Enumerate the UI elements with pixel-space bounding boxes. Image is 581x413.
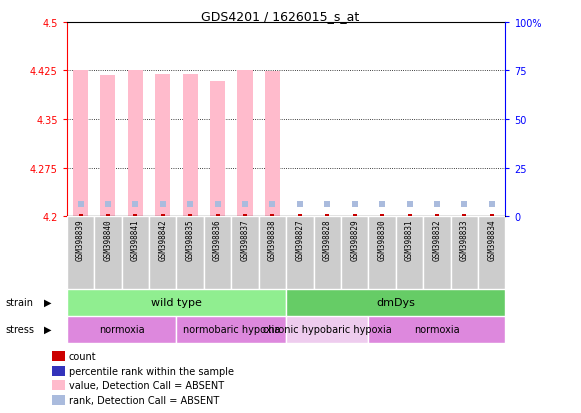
Bar xyxy=(484,216,499,217)
Bar xyxy=(347,216,362,217)
Bar xyxy=(67,217,94,289)
Text: GSM398837: GSM398837 xyxy=(241,219,249,261)
Bar xyxy=(402,216,417,217)
Bar xyxy=(368,316,505,343)
Bar xyxy=(238,71,253,217)
Bar xyxy=(177,316,286,343)
Text: GSM398841: GSM398841 xyxy=(131,219,140,261)
Bar xyxy=(67,316,177,343)
Bar xyxy=(457,216,472,217)
Bar xyxy=(204,217,231,289)
Bar xyxy=(259,217,286,289)
Bar xyxy=(67,289,286,316)
Bar xyxy=(375,216,390,217)
Bar xyxy=(292,216,307,217)
Bar xyxy=(286,316,368,343)
Text: count: count xyxy=(69,351,96,362)
Text: GSM398832: GSM398832 xyxy=(432,219,442,261)
Text: dmDys: dmDys xyxy=(376,297,415,308)
Text: GSM398827: GSM398827 xyxy=(295,219,304,261)
Bar xyxy=(423,217,451,289)
Text: GDS4201 / 1626015_s_at: GDS4201 / 1626015_s_at xyxy=(201,10,360,23)
Bar xyxy=(182,74,198,217)
Text: normoxia: normoxia xyxy=(99,324,145,335)
Text: stress: stress xyxy=(6,324,35,335)
Bar xyxy=(368,217,396,289)
Text: GSM398838: GSM398838 xyxy=(268,219,277,261)
Bar xyxy=(320,216,335,217)
Text: GSM398842: GSM398842 xyxy=(158,219,167,261)
Bar xyxy=(177,217,204,289)
Bar xyxy=(94,217,121,289)
Text: GSM398828: GSM398828 xyxy=(323,219,332,261)
Bar xyxy=(210,82,225,217)
Bar xyxy=(286,289,505,316)
Bar xyxy=(314,217,341,289)
Text: percentile rank within the sample: percentile rank within the sample xyxy=(69,366,234,376)
Bar xyxy=(396,217,423,289)
Text: normobaric hypoxia: normobaric hypoxia xyxy=(182,324,280,335)
Bar xyxy=(478,217,505,289)
Text: GSM398831: GSM398831 xyxy=(405,219,414,261)
Bar xyxy=(429,216,444,217)
Bar xyxy=(451,217,478,289)
Text: chronic hypobaric hypoxia: chronic hypobaric hypoxia xyxy=(263,324,392,335)
Bar xyxy=(286,217,314,289)
Bar xyxy=(231,217,259,289)
Text: GSM398839: GSM398839 xyxy=(76,219,85,261)
Text: normoxia: normoxia xyxy=(414,324,460,335)
Text: strain: strain xyxy=(6,297,34,308)
Text: GSM398830: GSM398830 xyxy=(378,219,386,261)
Text: ▶: ▶ xyxy=(44,297,52,308)
Text: GSM398840: GSM398840 xyxy=(103,219,113,261)
Bar xyxy=(155,74,170,217)
Bar xyxy=(128,71,143,217)
Bar xyxy=(341,217,368,289)
Bar xyxy=(101,76,116,217)
Text: GSM398836: GSM398836 xyxy=(213,219,222,261)
Text: value, Detection Call = ABSENT: value, Detection Call = ABSENT xyxy=(69,380,224,391)
Bar xyxy=(149,217,177,289)
Bar xyxy=(73,71,88,217)
Bar xyxy=(121,217,149,289)
Text: rank, Detection Call = ABSENT: rank, Detection Call = ABSENT xyxy=(69,395,219,405)
Text: GSM398829: GSM398829 xyxy=(350,219,359,261)
Bar xyxy=(265,72,280,217)
Text: GSM398833: GSM398833 xyxy=(460,219,469,261)
Text: wild type: wild type xyxy=(151,297,202,308)
Text: ▶: ▶ xyxy=(44,324,52,335)
Text: GSM398835: GSM398835 xyxy=(186,219,195,261)
Text: GSM398834: GSM398834 xyxy=(487,219,496,261)
